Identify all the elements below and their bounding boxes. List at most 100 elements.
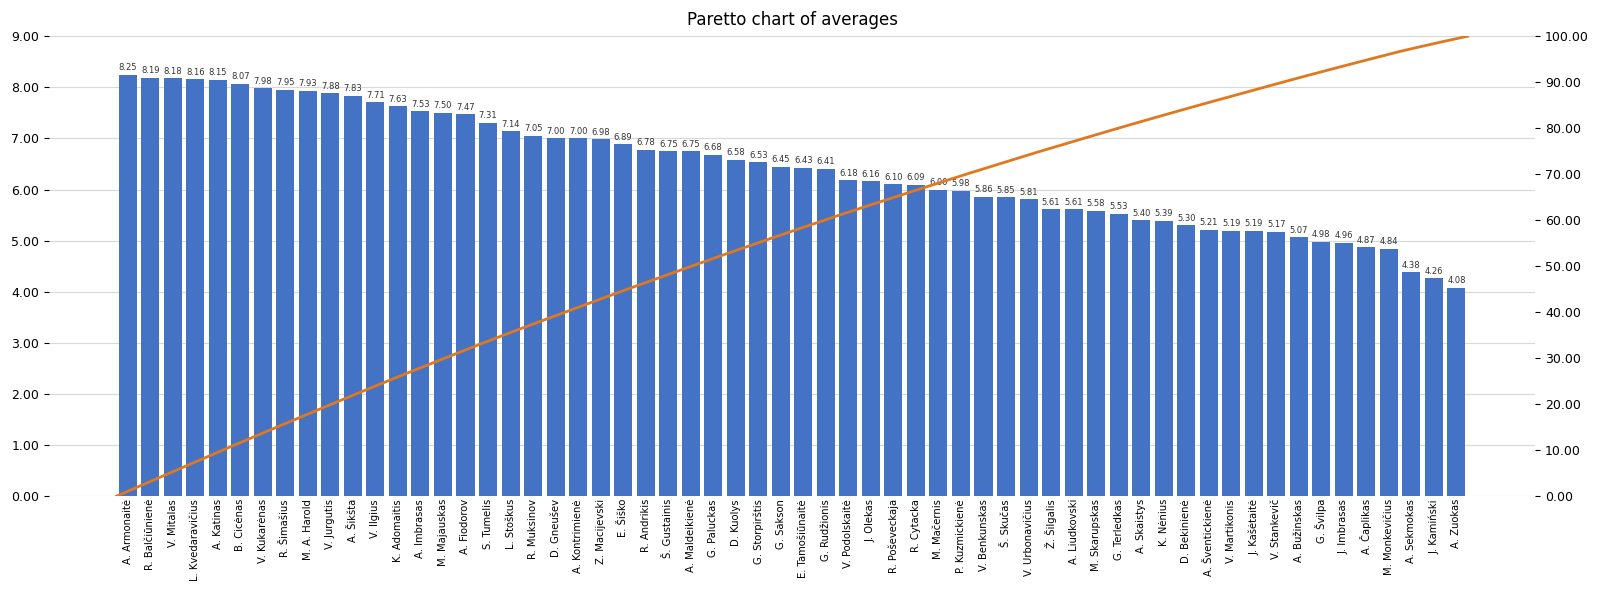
Bar bbox=[997, 197, 1014, 496]
Bar bbox=[277, 90, 294, 496]
Text: 6.18: 6.18 bbox=[838, 169, 858, 178]
Bar bbox=[299, 91, 317, 496]
Text: 6.58: 6.58 bbox=[726, 149, 746, 157]
Bar bbox=[118, 75, 136, 496]
Text: 8.16: 8.16 bbox=[186, 67, 205, 76]
Text: 6.78: 6.78 bbox=[637, 138, 654, 147]
Text: 7.14: 7.14 bbox=[501, 120, 520, 128]
Bar bbox=[1448, 288, 1466, 496]
Bar bbox=[344, 96, 362, 496]
Bar bbox=[749, 162, 768, 496]
Bar bbox=[389, 106, 406, 496]
Text: 6.75: 6.75 bbox=[682, 140, 701, 149]
Bar bbox=[1357, 247, 1376, 496]
Bar bbox=[1267, 232, 1285, 496]
Text: 6.41: 6.41 bbox=[816, 157, 835, 166]
Text: 5.58: 5.58 bbox=[1086, 200, 1106, 208]
Bar bbox=[547, 139, 565, 496]
Text: 5.07: 5.07 bbox=[1290, 226, 1309, 234]
Text: 7.00: 7.00 bbox=[546, 127, 565, 136]
Text: 5.85: 5.85 bbox=[997, 186, 1016, 195]
Bar bbox=[254, 88, 272, 496]
Bar bbox=[614, 144, 632, 496]
Text: 5.81: 5.81 bbox=[1019, 188, 1038, 197]
Bar bbox=[1042, 210, 1061, 496]
Text: 6.00: 6.00 bbox=[930, 178, 947, 187]
Bar bbox=[208, 80, 227, 496]
Bar bbox=[818, 169, 835, 496]
Bar bbox=[794, 168, 813, 496]
Text: 5.61: 5.61 bbox=[1042, 198, 1061, 207]
Bar bbox=[232, 83, 250, 496]
Text: 5.40: 5.40 bbox=[1131, 208, 1150, 218]
Bar bbox=[952, 191, 970, 496]
Text: 8.18: 8.18 bbox=[163, 66, 182, 76]
Bar bbox=[907, 185, 925, 496]
Bar bbox=[1222, 231, 1240, 496]
Text: 4.96: 4.96 bbox=[1334, 231, 1354, 240]
Bar bbox=[862, 181, 880, 496]
Text: 7.71: 7.71 bbox=[366, 91, 384, 99]
Text: 5.21: 5.21 bbox=[1200, 218, 1218, 227]
Bar bbox=[704, 155, 722, 496]
Text: 4.87: 4.87 bbox=[1357, 236, 1376, 244]
Text: 6.45: 6.45 bbox=[771, 155, 790, 164]
Text: 7.93: 7.93 bbox=[299, 79, 317, 88]
Text: 7.50: 7.50 bbox=[434, 101, 453, 110]
Bar bbox=[637, 150, 654, 496]
Text: 4.84: 4.84 bbox=[1379, 237, 1398, 246]
Text: 5.30: 5.30 bbox=[1178, 214, 1195, 223]
Text: 7.47: 7.47 bbox=[456, 103, 475, 112]
Text: 8.15: 8.15 bbox=[208, 68, 227, 77]
Text: 7.88: 7.88 bbox=[322, 82, 339, 91]
Bar bbox=[434, 113, 451, 496]
Bar bbox=[456, 114, 475, 496]
Bar bbox=[1019, 200, 1037, 496]
Bar bbox=[1403, 272, 1421, 496]
Bar bbox=[885, 185, 902, 496]
Text: 7.53: 7.53 bbox=[411, 100, 430, 109]
Bar bbox=[592, 140, 610, 496]
Bar bbox=[682, 151, 699, 496]
Text: 7.05: 7.05 bbox=[523, 124, 542, 133]
Bar bbox=[411, 111, 429, 496]
Text: 4.26: 4.26 bbox=[1424, 267, 1443, 276]
Text: 6.16: 6.16 bbox=[861, 170, 880, 179]
Text: 6.68: 6.68 bbox=[704, 143, 723, 152]
Text: 7.00: 7.00 bbox=[570, 127, 587, 136]
Text: 4.38: 4.38 bbox=[1402, 261, 1421, 270]
Text: 7.83: 7.83 bbox=[344, 85, 362, 94]
Bar bbox=[1426, 278, 1443, 496]
Bar bbox=[1290, 237, 1307, 496]
Bar bbox=[1178, 226, 1195, 496]
Text: 5.19: 5.19 bbox=[1245, 220, 1262, 229]
Bar bbox=[1200, 230, 1218, 496]
Bar bbox=[366, 102, 384, 496]
Bar bbox=[1379, 249, 1398, 496]
Bar bbox=[726, 160, 744, 496]
Bar bbox=[163, 78, 182, 496]
Text: 7.95: 7.95 bbox=[277, 78, 294, 88]
Bar bbox=[570, 139, 587, 496]
Text: 8.07: 8.07 bbox=[230, 72, 250, 81]
Text: 6.09: 6.09 bbox=[907, 173, 925, 182]
Bar bbox=[840, 181, 858, 496]
Bar bbox=[141, 78, 158, 496]
Text: 6.53: 6.53 bbox=[749, 151, 768, 160]
Text: 5.98: 5.98 bbox=[952, 179, 970, 188]
Bar bbox=[1334, 243, 1354, 496]
Text: 5.61: 5.61 bbox=[1064, 198, 1083, 207]
Text: 5.86: 5.86 bbox=[974, 185, 994, 194]
Bar bbox=[1155, 221, 1173, 496]
Text: 8.19: 8.19 bbox=[141, 66, 160, 75]
Bar bbox=[501, 131, 520, 496]
Text: 6.43: 6.43 bbox=[794, 156, 813, 165]
Bar bbox=[525, 136, 542, 496]
Bar bbox=[659, 151, 677, 496]
Bar bbox=[771, 166, 790, 496]
Text: 4.98: 4.98 bbox=[1312, 230, 1331, 239]
Bar bbox=[974, 197, 992, 496]
Text: 6.89: 6.89 bbox=[614, 133, 632, 141]
Text: 5.19: 5.19 bbox=[1222, 220, 1240, 229]
Text: 7.63: 7.63 bbox=[389, 95, 408, 104]
